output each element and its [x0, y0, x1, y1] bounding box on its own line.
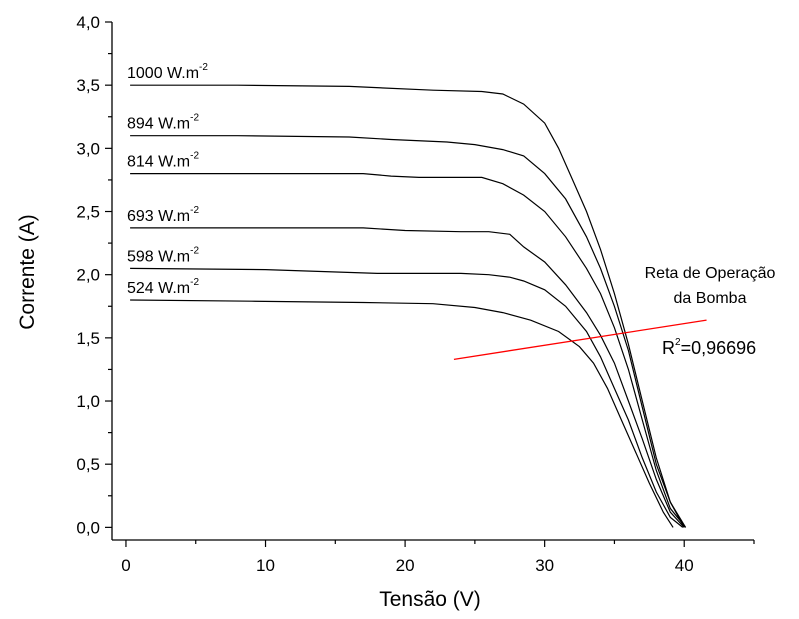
r-squared-label: R2=0,96696 — [662, 337, 756, 358]
x-tick-label: 0 — [121, 556, 130, 575]
r-squared-superscript: 2 — [675, 337, 681, 348]
operating-line — [453, 319, 707, 360]
series-lines — [130, 84, 687, 528]
series-label-main: 693 W.m — [127, 208, 190, 225]
series-label: 524 W.m-2 — [127, 277, 199, 297]
series-line — [130, 135, 687, 528]
series-line — [130, 267, 684, 528]
series-label: 1000 W.m-2 — [127, 62, 208, 82]
series-label-superscript: -2 — [190, 245, 199, 256]
operating-line-label-line2: da Bomba — [674, 290, 747, 307]
series-label-superscript: -2 — [190, 205, 199, 216]
series-label: 598 W.m-2 — [127, 245, 199, 265]
y-tick-label: 4,0 — [76, 13, 100, 32]
series-label-main: 894 W.m — [127, 116, 190, 133]
axes — [111, 22, 754, 541]
series-label: 894 W.m-2 — [127, 113, 199, 133]
y-tick-label: 3,5 — [76, 76, 100, 95]
x-tick-label: 30 — [535, 556, 554, 575]
r-squared-value: =0,96696 — [681, 338, 757, 358]
series-label-main: 524 W.m — [127, 280, 190, 297]
y-tick-label: 0,5 — [76, 455, 100, 474]
y-axis-title: Corrente (A) — [16, 214, 39, 330]
series-label: 693 W.m-2 — [127, 205, 199, 225]
series-line — [130, 299, 674, 528]
series-line — [130, 173, 687, 528]
series-label-main: 1000 W.m — [127, 65, 199, 82]
y-tick-label: 2,5 — [76, 203, 100, 222]
series-line — [130, 227, 685, 528]
series-line — [130, 84, 685, 528]
series-label-superscript: -2 — [190, 277, 199, 288]
series-label-main: 598 W.m — [127, 248, 190, 265]
x-axis-title: Tensão (V) — [379, 588, 481, 611]
y-tick-label: 1,0 — [76, 392, 100, 411]
series-label-superscript: -2 — [190, 151, 199, 162]
series-label: 814 W.m-2 — [127, 151, 199, 171]
series-label-main: 814 W.m — [127, 154, 190, 171]
tick-labels: 0,0 0,5 1,0 1,5 2,0 2,5 3,0 3,5 4,0 0 10 20 30 40 — [76, 13, 693, 575]
series-label-superscript: -2 — [190, 113, 199, 124]
tick-marks — [105, 21, 755, 547]
operating-line-group: Reta de Operação da Bomba R2=0,96696 — [453, 265, 776, 360]
x-tick-label: 20 — [396, 556, 415, 575]
operating-line-label-line1: Reta de Operação — [645, 265, 776, 282]
x-tick-label: 10 — [256, 556, 275, 575]
r-squared-letter: R — [662, 338, 675, 358]
y-tick-label: 2,0 — [76, 266, 100, 285]
series-label-superscript: -2 — [199, 62, 208, 73]
y-tick-label: 0,0 — [76, 518, 100, 537]
x-tick-label: 40 — [675, 556, 694, 575]
y-tick-label: 1,5 — [76, 329, 100, 348]
y-tick-label: 3,0 — [76, 139, 100, 158]
